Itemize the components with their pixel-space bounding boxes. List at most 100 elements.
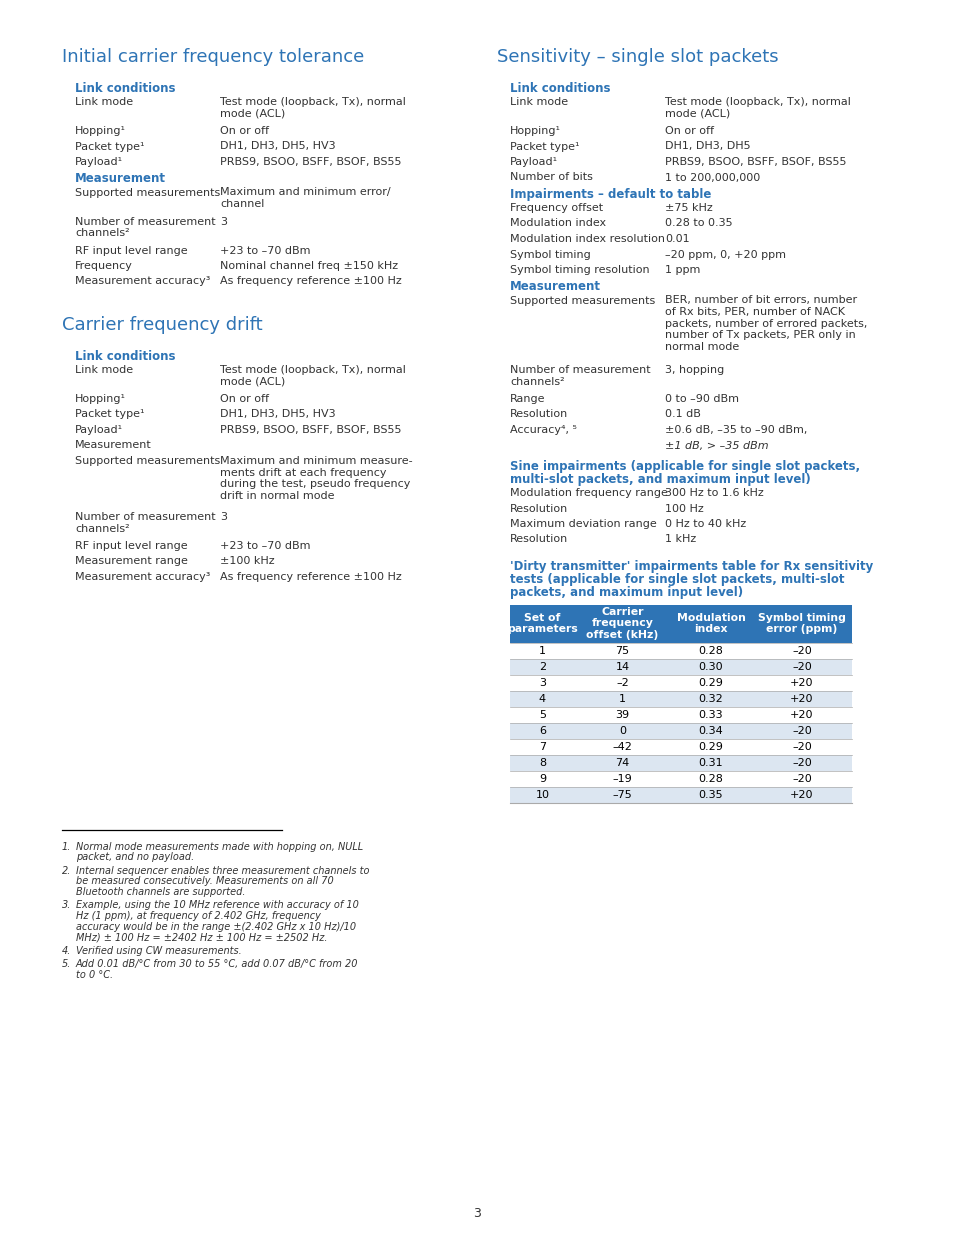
Text: Frequency: Frequency xyxy=(75,261,132,270)
Text: 10: 10 xyxy=(535,790,549,800)
Text: 0.29: 0.29 xyxy=(698,742,722,752)
Text: 6: 6 xyxy=(538,726,545,736)
Text: Test mode (loopback, Tx), normal
mode (ACL): Test mode (loopback, Tx), normal mode (A… xyxy=(664,98,850,119)
Text: 2.: 2. xyxy=(62,866,71,876)
Text: Carrier: Carrier xyxy=(600,608,643,618)
Text: Sine impairments (applicable for single slot packets,: Sine impairments (applicable for single … xyxy=(510,459,860,473)
Text: Impairments – default to table: Impairments – default to table xyxy=(510,188,711,201)
Text: On or off: On or off xyxy=(220,394,269,404)
Text: 9: 9 xyxy=(538,774,545,784)
Text: be measured consecutively. Measurements on all 70: be measured consecutively. Measurements … xyxy=(76,877,334,887)
Text: Hz (1 ppm), at frequency of 2.402 GHz, frequency: Hz (1 ppm), at frequency of 2.402 GHz, f… xyxy=(76,911,320,921)
Text: 5.: 5. xyxy=(62,960,71,969)
Text: ±1 dB, > –35 dBm: ±1 dB, > –35 dBm xyxy=(664,441,768,451)
Text: Test mode (loopback, Tx), normal
mode (ACL): Test mode (loopback, Tx), normal mode (A… xyxy=(220,366,405,387)
Text: multi-slot packets, and maximum input level): multi-slot packets, and maximum input le… xyxy=(510,473,810,487)
Text: Payload¹: Payload¹ xyxy=(75,425,123,435)
Text: Internal sequencer enables three measurement channels to: Internal sequencer enables three measure… xyxy=(76,866,369,876)
Bar xyxy=(510,771,851,787)
Text: Verified using CW measurements.: Verified using CW measurements. xyxy=(76,946,241,956)
Text: –20: –20 xyxy=(791,758,811,768)
Text: 0.1 dB: 0.1 dB xyxy=(664,410,700,420)
Text: index: index xyxy=(694,624,727,634)
Text: As frequency reference ±100 Hz: As frequency reference ±100 Hz xyxy=(220,277,401,287)
Text: Sensitivity – single slot packets: Sensitivity – single slot packets xyxy=(497,48,778,65)
Bar xyxy=(510,739,851,755)
Bar xyxy=(510,787,851,803)
Text: On or off: On or off xyxy=(220,126,269,136)
Text: Packet type¹: Packet type¹ xyxy=(75,410,144,420)
Text: Nominal channel freq ±150 kHz: Nominal channel freq ±150 kHz xyxy=(220,261,397,270)
Text: Link conditions: Link conditions xyxy=(75,82,175,95)
Text: accuracy would be in the range ±(2.402 GHz x 10 Hz)/10: accuracy would be in the range ±(2.402 G… xyxy=(76,921,355,931)
Text: Measurement: Measurement xyxy=(75,173,166,185)
Text: –20: –20 xyxy=(791,774,811,784)
Text: 0 Hz to 40 kHz: 0 Hz to 40 kHz xyxy=(664,519,745,529)
Text: 0.28: 0.28 xyxy=(698,646,722,656)
Text: 5: 5 xyxy=(538,710,545,720)
Text: +23 to –70 dBm: +23 to –70 dBm xyxy=(220,246,310,256)
Text: PRBS9, BSOO, BSFF, BSOF, BS55: PRBS9, BSOO, BSFF, BSOF, BS55 xyxy=(220,157,401,167)
Text: 3: 3 xyxy=(220,216,227,226)
Text: BER, number of bit errors, number
of Rx bits, PER, number of NACK
packets, numbe: BER, number of bit errors, number of Rx … xyxy=(664,295,866,352)
Text: 0.31: 0.31 xyxy=(698,758,722,768)
Text: to 0 °C.: to 0 °C. xyxy=(76,969,113,979)
Text: Number of measurement
channels²: Number of measurement channels² xyxy=(510,366,650,387)
Text: PRBS9, BSOO, BSFF, BSOF, BS55: PRBS9, BSOO, BSFF, BSOF, BS55 xyxy=(220,425,401,435)
Bar xyxy=(510,643,851,659)
Text: parameters: parameters xyxy=(507,624,578,634)
Bar xyxy=(510,706,851,722)
Text: 1: 1 xyxy=(618,694,625,704)
Text: Resolution: Resolution xyxy=(510,504,568,514)
Text: ±100 kHz: ±100 kHz xyxy=(220,557,274,567)
Text: 0.35: 0.35 xyxy=(698,790,722,800)
Text: Bluetooth channels are supported.: Bluetooth channels are supported. xyxy=(76,887,245,897)
Text: DH1, DH3, DH5, HV3: DH1, DH3, DH5, HV3 xyxy=(220,142,335,152)
Text: 1 to 200,000,000: 1 to 200,000,000 xyxy=(664,173,760,183)
Text: Normal mode measurements made with hopping on, NULL: Normal mode measurements made with hoppi… xyxy=(76,842,363,852)
Text: 3: 3 xyxy=(220,513,227,522)
Text: 1.: 1. xyxy=(62,842,71,852)
Bar xyxy=(510,755,851,771)
Text: 4.: 4. xyxy=(62,946,71,956)
Text: 1 ppm: 1 ppm xyxy=(664,266,700,275)
Bar xyxy=(510,676,851,692)
Text: 39: 39 xyxy=(615,710,629,720)
Text: Link mode: Link mode xyxy=(75,366,133,375)
Text: 0.01: 0.01 xyxy=(664,233,689,245)
Text: Initial carrier frequency tolerance: Initial carrier frequency tolerance xyxy=(62,48,364,65)
Text: –19: –19 xyxy=(612,774,632,784)
Text: Hopping¹: Hopping¹ xyxy=(510,126,560,136)
Text: +20: +20 xyxy=(789,710,813,720)
Text: –42: –42 xyxy=(612,742,632,752)
Bar xyxy=(510,605,851,643)
Text: Measurement: Measurement xyxy=(510,280,600,294)
Text: 3: 3 xyxy=(538,678,545,688)
Text: 74: 74 xyxy=(615,758,629,768)
Text: 0.34: 0.34 xyxy=(698,726,722,736)
Text: 3: 3 xyxy=(473,1207,480,1220)
Text: Link mode: Link mode xyxy=(75,98,133,107)
Text: Maximum and minimum error/
channel: Maximum and minimum error/ channel xyxy=(220,188,390,209)
Text: Range: Range xyxy=(510,394,545,404)
Text: Supported measurements: Supported measurements xyxy=(510,295,655,305)
Text: Number of bits: Number of bits xyxy=(510,173,592,183)
Text: 0.28: 0.28 xyxy=(698,774,722,784)
Text: 14: 14 xyxy=(615,662,629,672)
Text: Accuracy⁴, ⁵: Accuracy⁴, ⁵ xyxy=(510,425,577,435)
Text: Symbol timing: Symbol timing xyxy=(510,249,590,259)
Text: Symbol timing: Symbol timing xyxy=(758,613,845,622)
Text: Measurement: Measurement xyxy=(75,441,152,451)
Text: Hopping¹: Hopping¹ xyxy=(75,126,126,136)
Text: On or off: On or off xyxy=(664,126,713,136)
Text: Payload¹: Payload¹ xyxy=(510,157,558,167)
Text: Hopping¹: Hopping¹ xyxy=(75,394,126,404)
Text: DH1, DH3, DH5, HV3: DH1, DH3, DH5, HV3 xyxy=(220,410,335,420)
Text: tests (applicable for single slot packets, multi-slot: tests (applicable for single slot packet… xyxy=(510,573,843,585)
Text: PRBS9, BSOO, BSFF, BSOF, BS55: PRBS9, BSOO, BSFF, BSOF, BS55 xyxy=(664,157,845,167)
Text: Set of: Set of xyxy=(524,613,560,622)
Text: Number of measurement
channels²: Number of measurement channels² xyxy=(75,216,215,238)
Text: Link conditions: Link conditions xyxy=(75,350,175,363)
Text: Modulation index resolution: Modulation index resolution xyxy=(510,233,664,245)
Text: error (ppm): error (ppm) xyxy=(765,624,837,634)
